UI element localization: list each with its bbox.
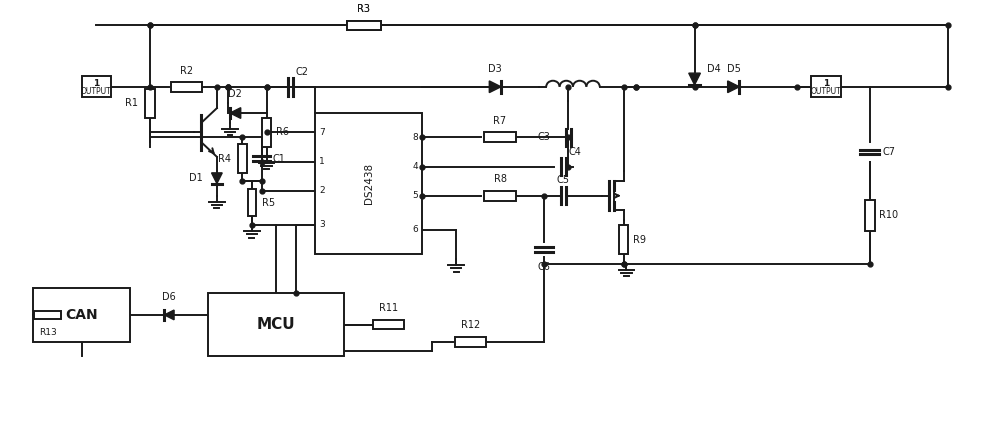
Text: C5: C5 xyxy=(557,175,570,185)
Text: 1: 1 xyxy=(823,79,829,88)
Bar xyxy=(484,191,516,200)
Text: 8: 8 xyxy=(413,133,418,142)
Text: D4: D4 xyxy=(707,64,721,74)
Bar xyxy=(484,133,516,142)
Bar xyxy=(373,320,404,330)
Text: R10: R10 xyxy=(879,210,899,220)
Bar xyxy=(455,337,486,346)
Bar xyxy=(33,288,130,342)
Text: R5: R5 xyxy=(262,197,275,207)
Text: D6: D6 xyxy=(162,292,176,302)
Bar xyxy=(811,76,841,98)
Polygon shape xyxy=(164,310,174,320)
Bar xyxy=(619,225,628,254)
Polygon shape xyxy=(489,81,501,92)
Text: 1: 1 xyxy=(93,79,99,88)
Text: R6: R6 xyxy=(276,127,289,137)
Text: 6: 6 xyxy=(413,225,418,234)
Bar xyxy=(208,293,344,356)
Text: D3: D3 xyxy=(488,64,502,74)
Bar xyxy=(82,76,111,98)
Text: 7: 7 xyxy=(319,128,325,137)
Text: 5: 5 xyxy=(413,191,418,200)
Text: R4: R4 xyxy=(218,154,231,164)
Text: C2: C2 xyxy=(296,67,309,77)
Text: OUTPUT: OUTPUT xyxy=(811,87,841,95)
Text: D2: D2 xyxy=(228,89,242,99)
Text: 3: 3 xyxy=(319,220,325,229)
Text: C3: C3 xyxy=(538,132,551,143)
Bar xyxy=(34,311,61,319)
Text: OUTPUT: OUTPUT xyxy=(81,87,112,95)
Bar xyxy=(865,200,875,231)
Text: D1: D1 xyxy=(189,173,202,183)
Text: MCU: MCU xyxy=(257,317,296,332)
Text: R12: R12 xyxy=(461,320,480,330)
Text: DS2438: DS2438 xyxy=(364,163,374,204)
Text: 1: 1 xyxy=(319,157,325,166)
Bar xyxy=(347,21,381,30)
Text: R11: R11 xyxy=(379,303,398,313)
Text: R9: R9 xyxy=(633,235,646,245)
Text: R13: R13 xyxy=(39,327,56,337)
Polygon shape xyxy=(230,108,241,118)
Bar xyxy=(248,189,256,216)
Text: C1: C1 xyxy=(272,154,285,164)
Bar xyxy=(262,118,271,147)
Text: D5: D5 xyxy=(727,64,740,74)
Polygon shape xyxy=(728,81,739,92)
Text: CAN: CAN xyxy=(65,308,98,322)
Text: C7: C7 xyxy=(882,147,895,157)
Bar xyxy=(238,144,247,173)
Bar xyxy=(315,113,422,254)
Text: C4: C4 xyxy=(568,147,581,157)
Text: R3: R3 xyxy=(357,4,370,14)
Text: 2: 2 xyxy=(319,186,325,195)
Text: R1: R1 xyxy=(125,98,138,108)
Bar xyxy=(171,82,202,92)
Text: R3: R3 xyxy=(357,4,370,14)
Text: 4: 4 xyxy=(413,162,418,171)
Polygon shape xyxy=(689,73,700,85)
Text: R2: R2 xyxy=(180,66,193,76)
Text: R7: R7 xyxy=(493,116,507,126)
Text: C6: C6 xyxy=(537,262,550,272)
Bar xyxy=(347,21,381,30)
Polygon shape xyxy=(212,173,222,184)
Text: R8: R8 xyxy=(494,174,507,184)
Bar xyxy=(145,89,155,118)
